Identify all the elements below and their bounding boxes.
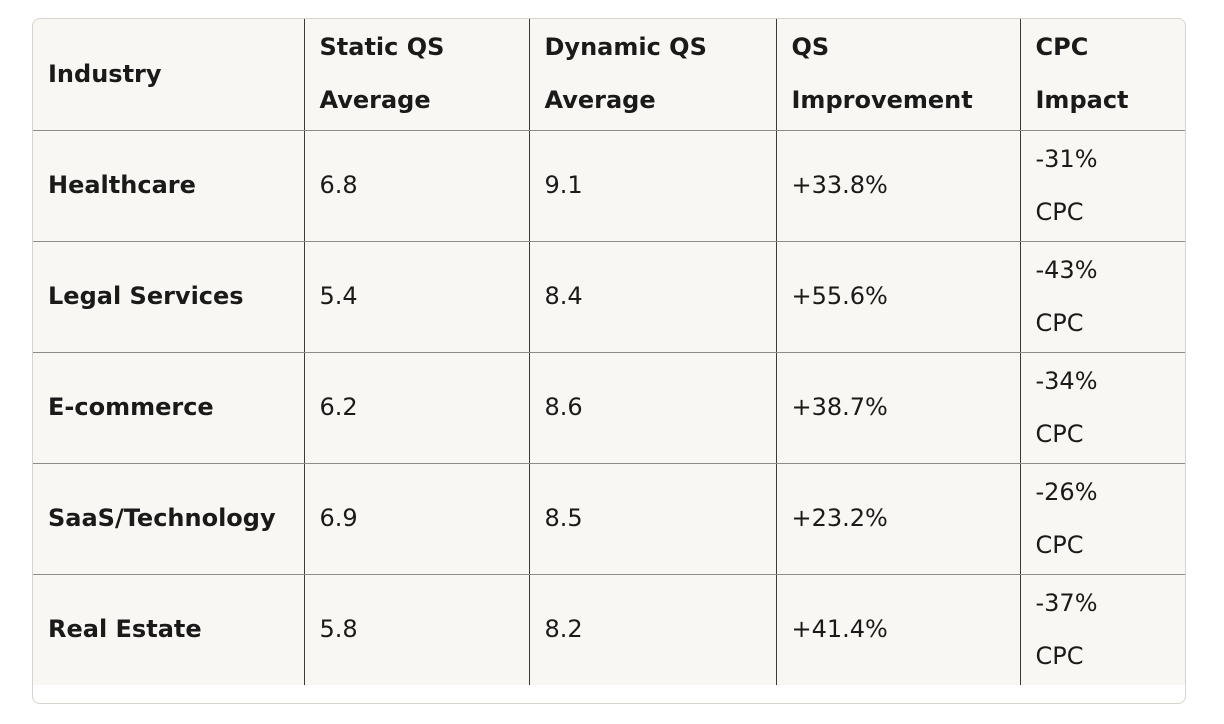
- header-static-qs-average: Static QS Average: [304, 19, 530, 131]
- industry-cell: E-commerce: [33, 352, 305, 464]
- cpc-impact-unit: CPC: [1035, 530, 1084, 559]
- table-row: Legal Services 5.4 8.4 +55.6% -43% CPC: [33, 241, 1185, 353]
- qs-improvement-cell: +55.6%: [776, 241, 1021, 353]
- header-cpc-impact: CPC Impact: [1020, 19, 1185, 131]
- dynamic-qs-cell: 9.1: [529, 130, 777, 242]
- industry-cell: SaaS/Technology: [33, 463, 305, 575]
- table-header-row: Industry Static QS Average Dynamic QS Av…: [33, 19, 1185, 131]
- industry-cell: Legal Services: [33, 241, 305, 353]
- cpc-impact-unit: CPC: [1035, 197, 1084, 226]
- qs-improvement-cell: +23.2%: [776, 463, 1021, 575]
- static-qs-cell: 5.4: [304, 241, 530, 353]
- cpc-impact-value: -34%: [1035, 366, 1098, 395]
- qs-improvement-cell: +33.8%: [776, 130, 1021, 242]
- dynamic-qs-cell: 8.6: [529, 352, 777, 464]
- dynamic-qs-cell: 8.5: [529, 463, 777, 575]
- cpc-impact-value: -43%: [1035, 255, 1098, 284]
- table-row: Healthcare 6.8 9.1 +33.8% -31% CPC: [33, 130, 1185, 242]
- cpc-impact-value: -31%: [1035, 144, 1098, 173]
- static-qs-cell: 5.8: [304, 574, 530, 685]
- table-row: E-commerce 6.2 8.6 +38.7% -34% CPC: [33, 352, 1185, 464]
- static-qs-cell: 6.8: [304, 130, 530, 242]
- dynamic-qs-cell: 8.2: [529, 574, 777, 685]
- header-dynamic-qs-average: Dynamic QS Average: [529, 19, 777, 131]
- table-row: Real Estate 5.8 8.2 +41.4% -37% CPC: [33, 574, 1185, 685]
- table-row: SaaS/Technology 6.9 8.5 +23.2% -26% CPC: [33, 463, 1185, 575]
- qs-comparison-table: Industry Static QS Average Dynamic QS Av…: [33, 19, 1185, 685]
- header-qs-improvement: QS Improvement: [776, 19, 1021, 131]
- cpc-impact-unit: CPC: [1035, 308, 1084, 337]
- cpc-impact-cell: -31% CPC: [1020, 130, 1185, 242]
- cpc-impact-value: -37%: [1035, 588, 1098, 617]
- dynamic-qs-cell: 8.4: [529, 241, 777, 353]
- cpc-impact-cell: -37% CPC: [1020, 574, 1185, 685]
- qs-improvement-cell: +41.4%: [776, 574, 1021, 685]
- cpc-impact-unit: CPC: [1035, 419, 1084, 448]
- static-qs-cell: 6.9: [304, 463, 530, 575]
- cpc-impact-cell: -34% CPC: [1020, 352, 1185, 464]
- cpc-impact-cell: -43% CPC: [1020, 241, 1185, 353]
- industry-cell: Real Estate: [33, 574, 305, 685]
- qs-improvement-cell: +38.7%: [776, 352, 1021, 464]
- cpc-impact-unit: CPC: [1035, 641, 1084, 670]
- cpc-impact-value: -26%: [1035, 477, 1098, 506]
- cpc-impact-cell: -26% CPC: [1020, 463, 1185, 575]
- header-industry: Industry: [33, 19, 305, 131]
- industry-cell: Healthcare: [33, 130, 305, 242]
- comparison-table-card: Industry Static QS Average Dynamic QS Av…: [32, 18, 1186, 704]
- static-qs-cell: 6.2: [304, 352, 530, 464]
